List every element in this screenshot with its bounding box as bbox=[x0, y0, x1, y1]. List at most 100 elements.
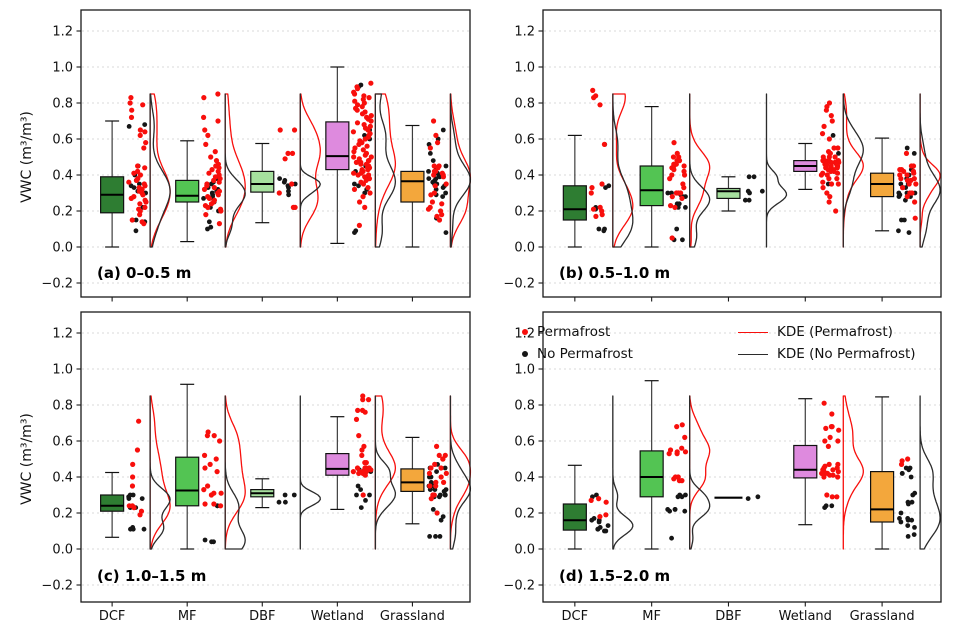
permafrost-point bbox=[427, 483, 433, 489]
permafrost-point bbox=[292, 204, 298, 210]
permafrost-point bbox=[201, 186, 208, 192]
permafrost-point bbox=[362, 409, 368, 415]
permafrost-point bbox=[360, 194, 366, 200]
kde-no-permafrost-curve bbox=[299, 93, 321, 248]
permafrost-point bbox=[821, 400, 827, 406]
permafrost-point bbox=[360, 147, 366, 153]
no-permafrost-point bbox=[676, 201, 682, 207]
permafrost-point bbox=[359, 452, 365, 458]
box bbox=[639, 165, 664, 207]
permafrost-point bbox=[368, 467, 374, 473]
permafrost-point bbox=[211, 177, 217, 183]
no-permafrost-point bbox=[674, 226, 680, 232]
permafrost-point bbox=[360, 492, 366, 498]
permafrost-point bbox=[218, 490, 224, 496]
permafrost-point bbox=[823, 107, 829, 113]
permafrost-point bbox=[590, 87, 596, 93]
no-permafrost-point bbox=[906, 230, 912, 236]
permafrost-point bbox=[351, 186, 358, 192]
permafrost-point bbox=[590, 206, 597, 212]
no-permafrost-point bbox=[286, 185, 291, 191]
no-permafrost-point bbox=[596, 519, 602, 525]
permafrost-point bbox=[827, 434, 833, 440]
permafrost-point bbox=[827, 194, 833, 200]
permafrost-point bbox=[439, 212, 445, 218]
permafrost-point bbox=[834, 165, 840, 171]
permafrost-point bbox=[682, 449, 689, 455]
permafrost-point bbox=[143, 199, 149, 205]
no-permafrost-point bbox=[829, 503, 835, 509]
y-tick-label: 0.2 bbox=[514, 507, 535, 522]
no-permafrost-point bbox=[136, 181, 142, 187]
permafrost-point bbox=[603, 512, 609, 518]
box bbox=[716, 187, 741, 199]
permafrost-point bbox=[436, 217, 443, 223]
y-tick-label: 1.2 bbox=[52, 25, 73, 40]
permafrost-point bbox=[215, 192, 221, 198]
kde-permafrost-line-icon bbox=[738, 331, 768, 333]
kde-no-permafrost-curve bbox=[689, 93, 711, 248]
permafrost-point bbox=[906, 181, 912, 187]
permafrost-point bbox=[129, 483, 136, 489]
permafrost-point bbox=[898, 461, 905, 467]
permafrost-point bbox=[362, 204, 368, 210]
x-tick-label-mf: MF bbox=[642, 609, 661, 624]
permafrost-point bbox=[430, 118, 437, 124]
permafrost-point bbox=[362, 472, 368, 478]
permafrost-point bbox=[434, 140, 441, 146]
permafrost-point bbox=[599, 212, 605, 218]
no-permafrost-point bbox=[437, 534, 443, 539]
permafrost-point bbox=[438, 474, 444, 480]
permafrost-point bbox=[679, 478, 685, 484]
no-permafrost-point bbox=[201, 196, 206, 201]
no-permafrost-point bbox=[906, 467, 912, 473]
permafrost-point bbox=[428, 192, 434, 198]
y-tick-label: 0.2 bbox=[52, 507, 73, 522]
permafrost-point bbox=[142, 165, 148, 171]
permafrost-point bbox=[211, 501, 217, 507]
permafrost-point bbox=[356, 222, 362, 228]
permafrost-point bbox=[206, 170, 212, 176]
no-permafrost-point bbox=[430, 507, 436, 512]
permafrost-point bbox=[129, 217, 135, 223]
y-tick-label: 0.4 bbox=[52, 169, 73, 184]
permafrost-point bbox=[907, 190, 913, 196]
permafrost-point bbox=[829, 118, 835, 124]
permafrost-point bbox=[830, 467, 836, 473]
y-tick-label: 0.6 bbox=[52, 435, 73, 450]
permafrost-point bbox=[903, 150, 910, 156]
no-permafrost-point bbox=[286, 188, 291, 194]
permafrost-point bbox=[202, 501, 208, 507]
y-axis-label-top: VWC (m³/m³) bbox=[19, 111, 35, 203]
no-permafrost-point bbox=[896, 228, 901, 234]
no-permafrost-point bbox=[141, 526, 147, 532]
y-tick-label: 1.2 bbox=[514, 25, 535, 40]
no-permafrost-point bbox=[836, 151, 841, 156]
permafrost-point bbox=[440, 479, 447, 485]
no-permafrost-point bbox=[281, 179, 287, 185]
box bbox=[562, 185, 587, 221]
permafrost-point bbox=[207, 461, 213, 467]
y-tick-label: 0.0 bbox=[514, 241, 535, 256]
permafrost-point bbox=[141, 221, 147, 227]
no-permafrost-point bbox=[139, 496, 145, 501]
permafrost-point bbox=[136, 418, 142, 424]
kde-permafrost-curve bbox=[224, 93, 246, 248]
permafrost-point bbox=[367, 190, 373, 196]
y-tick-label: 1.0 bbox=[52, 61, 73, 76]
no-permafrost-point bbox=[442, 465, 448, 471]
y-tick-label: 0.6 bbox=[514, 435, 535, 450]
panel-border bbox=[542, 9, 942, 298]
panel-label-b: (b) 0.5–1.0 m bbox=[559, 264, 671, 282]
permafrost-point bbox=[828, 113, 834, 119]
permafrost-point bbox=[137, 127, 143, 133]
permafrost-point bbox=[131, 505, 137, 511]
permafrost-point bbox=[836, 427, 842, 433]
no-permafrost-point bbox=[440, 127, 446, 133]
permafrost-point bbox=[137, 132, 143, 138]
no-permafrost-point bbox=[897, 516, 902, 521]
kde-no-permafrost-curve bbox=[374, 93, 397, 248]
permafrost-point bbox=[130, 474, 136, 480]
permafrost-point bbox=[368, 118, 374, 124]
